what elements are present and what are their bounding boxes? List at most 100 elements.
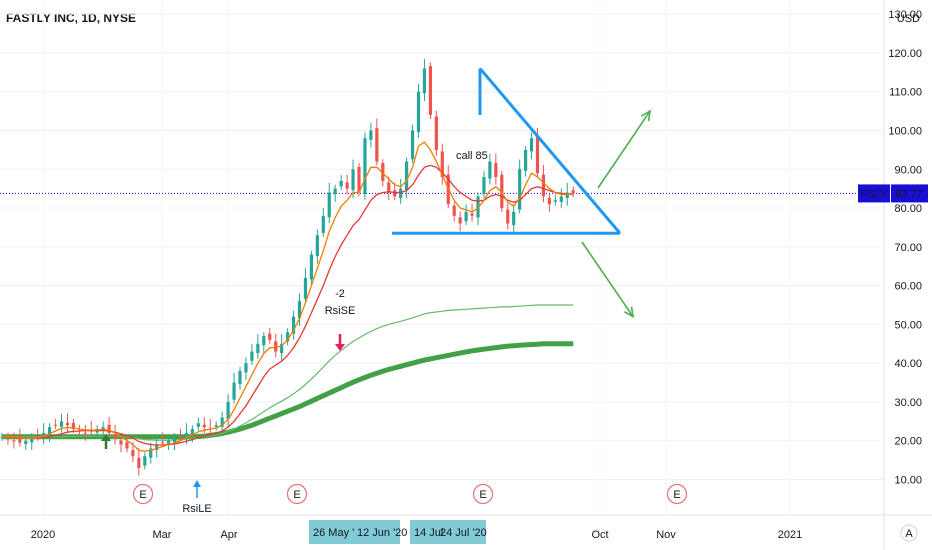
projection-arrow-down xyxy=(581,241,634,318)
candle-body xyxy=(422,68,427,94)
x-tick-label: Oct xyxy=(591,529,608,541)
candle-body xyxy=(131,450,135,457)
candle-body xyxy=(381,163,385,181)
y-tick-label: 120.00 xyxy=(888,48,922,60)
y-tick-label: 30.00 xyxy=(894,397,922,409)
candle-body xyxy=(256,343,260,354)
triangle-resistance-line xyxy=(478,67,622,235)
earnings-marker xyxy=(666,483,688,505)
earnings-marker xyxy=(286,483,308,505)
ticker-tag-label: FSLY xyxy=(861,188,888,200)
auto-scale-label: A xyxy=(905,528,913,540)
candle-body xyxy=(470,213,474,216)
candle-body xyxy=(327,192,331,218)
candle-body xyxy=(196,423,200,427)
candle-body xyxy=(24,440,28,445)
candle-body xyxy=(464,211,468,222)
ma-fast-line xyxy=(2,141,574,452)
candle-body xyxy=(12,440,16,442)
candle-body xyxy=(286,332,290,342)
y-tick-label: 40.00 xyxy=(894,358,922,370)
candle-body xyxy=(303,277,308,299)
candle-body xyxy=(143,456,147,466)
candle-body xyxy=(405,161,409,191)
y-tick-label: 70.00 xyxy=(894,242,922,254)
candle-body xyxy=(512,211,516,226)
range-label: 24 Jul '20 xyxy=(440,527,487,539)
y-tick-label: 60.00 xyxy=(894,281,922,293)
candle-body xyxy=(190,429,194,435)
y-tick-label: 110.00 xyxy=(889,87,922,99)
candle-body xyxy=(107,424,111,433)
candle-body xyxy=(571,190,575,194)
candle-body xyxy=(167,440,171,445)
y-tick-label: 80.00 xyxy=(894,203,922,215)
currency-label: USD xyxy=(897,13,920,25)
candle-body xyxy=(232,382,236,400)
candle-body xyxy=(369,130,373,140)
candle-body xyxy=(440,151,444,178)
candle-body xyxy=(535,135,540,174)
candle-body xyxy=(262,336,266,346)
earnings-marker-label: E xyxy=(293,489,300,501)
candle-body xyxy=(416,91,421,133)
candle-body xyxy=(172,438,177,443)
rsi-le-label: RsiLE xyxy=(182,503,211,515)
earnings-marker-label: E xyxy=(139,489,146,501)
candle-body xyxy=(0,436,4,438)
candle-body xyxy=(476,196,480,218)
candle-body xyxy=(30,438,34,443)
candle-body xyxy=(488,161,492,179)
range-label: 26 May ' xyxy=(313,527,354,539)
projection-arrow-up xyxy=(597,110,651,189)
candle-body xyxy=(363,138,367,195)
projection-arrow-down-head xyxy=(623,306,635,319)
candle-body xyxy=(494,163,498,178)
candle-body xyxy=(238,370,242,385)
y-tick-label: 90.00 xyxy=(894,164,922,176)
x-tick-label: Nov xyxy=(656,529,676,541)
candle-body xyxy=(541,174,546,197)
candle-body xyxy=(333,188,337,195)
candle-body xyxy=(291,316,296,334)
ma-slow-line xyxy=(2,304,574,441)
rsi-le-arrow-head xyxy=(193,480,201,487)
range-highlight-2 xyxy=(410,520,486,544)
candle-body xyxy=(434,116,438,150)
candle-body xyxy=(559,196,563,202)
candle-body xyxy=(375,128,379,162)
candle-body xyxy=(250,351,254,361)
earnings-marker xyxy=(472,483,494,505)
range-label: 12 Jun '20 xyxy=(357,527,407,539)
candle-body xyxy=(226,401,230,420)
range-label: 14 Jul xyxy=(414,527,443,539)
candle-body xyxy=(113,434,117,439)
candle-body xyxy=(59,421,64,427)
y-tick-label: 130.00 xyxy=(888,9,922,21)
candle-body xyxy=(65,422,70,426)
y-tick-label: 10.00 xyxy=(894,475,922,487)
candle-body xyxy=(428,66,432,115)
candle-body xyxy=(149,448,153,458)
auto-scale-button xyxy=(900,524,918,542)
ma-long-line xyxy=(2,341,574,440)
candle-body xyxy=(155,444,159,451)
candle-body xyxy=(220,417,224,427)
y-tick-label: 20.00 xyxy=(894,436,922,448)
x-tick-label: 2021 xyxy=(778,529,802,541)
candle-body xyxy=(6,438,10,440)
x-tick-label: Apr xyxy=(220,529,237,541)
candle-body xyxy=(71,422,75,430)
candle-body xyxy=(482,177,486,195)
candle-body xyxy=(321,215,325,233)
earnings-marker-label: E xyxy=(479,489,486,501)
price-tag xyxy=(891,184,928,203)
candle-body xyxy=(178,436,183,438)
earnings-marker xyxy=(132,483,154,505)
candle-body xyxy=(125,442,129,449)
candle-body xyxy=(387,182,391,193)
candle-body xyxy=(452,205,456,216)
rsi-se-count: -2 xyxy=(335,288,345,300)
